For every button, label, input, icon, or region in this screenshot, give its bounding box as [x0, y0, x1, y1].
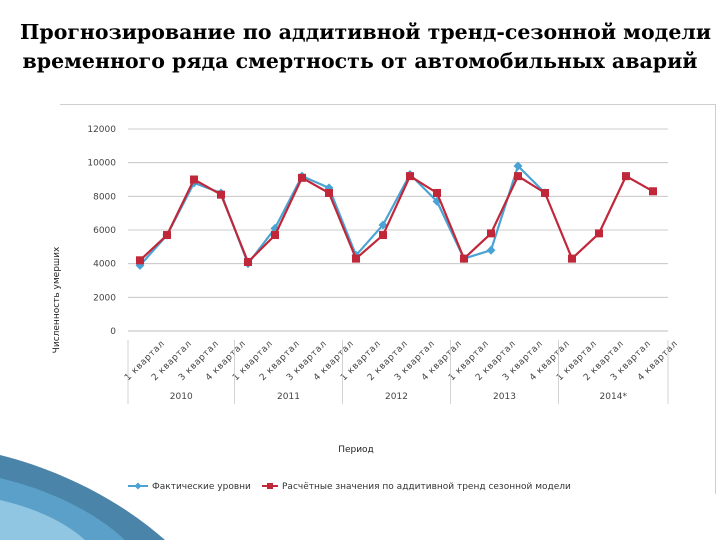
- y-tick-label: 10000: [87, 159, 116, 169]
- x-group-label: 2013: [493, 392, 516, 402]
- slide-title-line-1: Прогнозирование по аддитивной тренд-сезо…: [20, 20, 712, 44]
- legend-label: Фактические уровни: [152, 482, 251, 492]
- data-point: [298, 173, 306, 182]
- legend: Фактические уровни Расчётные значения по …: [128, 482, 571, 492]
- slide-title: Прогнозирование по аддитивной тренд-сезо…: [20, 18, 712, 76]
- data-point: [325, 188, 333, 197]
- data-point: [622, 172, 630, 181]
- x-group-label: 2012: [385, 392, 408, 402]
- data-point: [190, 175, 198, 184]
- y-tick-label: 0: [110, 327, 116, 337]
- y-axis-ticks: 0 2000 4000 6000 8000 10000 12000: [87, 125, 116, 337]
- data-point: [217, 190, 225, 199]
- x-group-label: 2011: [277, 392, 300, 402]
- slide-decoration: [0, 455, 165, 540]
- data-point: [568, 254, 576, 263]
- data-point: [433, 188, 441, 197]
- chart-frame-right: [715, 104, 716, 494]
- series-model-line: [139, 175, 654, 264]
- x-axis-title: Период: [338, 445, 374, 455]
- data-point: [163, 231, 171, 240]
- x-group-label: 2010: [170, 392, 193, 402]
- y-tick-label: 2000: [93, 293, 116, 303]
- data-point: [487, 229, 495, 238]
- series-actual-line: [139, 164, 546, 267]
- legend-marker: [267, 483, 273, 489]
- data-point: [271, 231, 279, 240]
- data-point: [379, 231, 387, 240]
- data-point: [406, 172, 414, 181]
- y-tick-label: 4000: [93, 260, 116, 270]
- y-tick-label: 12000: [87, 125, 116, 135]
- slide-title-line-2: временного ряда смертность от автомобиль…: [22, 49, 698, 73]
- data-point: [352, 254, 360, 263]
- y-tick-label: 6000: [93, 226, 116, 236]
- legend-item: Фактические уровни: [128, 482, 251, 492]
- decor-swoosh-3: [0, 500, 85, 540]
- data-point: [460, 254, 468, 263]
- data-point: [649, 187, 657, 196]
- legend-item: Расчётные значения по аддитивной тренд с…: [262, 482, 571, 492]
- data-point: [513, 161, 523, 171]
- legend-label: Расчётные значения по аддитивной тренд с…: [282, 482, 571, 492]
- data-point: [244, 257, 252, 266]
- data-point: [514, 172, 522, 181]
- y-tick-label: 8000: [93, 192, 116, 202]
- data-point: [486, 245, 496, 255]
- data-point: [136, 256, 144, 265]
- gridlines: [128, 128, 668, 332]
- data-point: [595, 229, 603, 238]
- legend-marker: [134, 482, 142, 490]
- series-model: [136, 172, 657, 266]
- data-point: [378, 220, 388, 230]
- y-axis-title: Численность умерших: [52, 246, 62, 353]
- data-point: [541, 188, 549, 197]
- x-group-label: 2014*: [600, 392, 628, 402]
- chart-frame-top: [60, 104, 716, 105]
- series-layer: [135, 161, 657, 270]
